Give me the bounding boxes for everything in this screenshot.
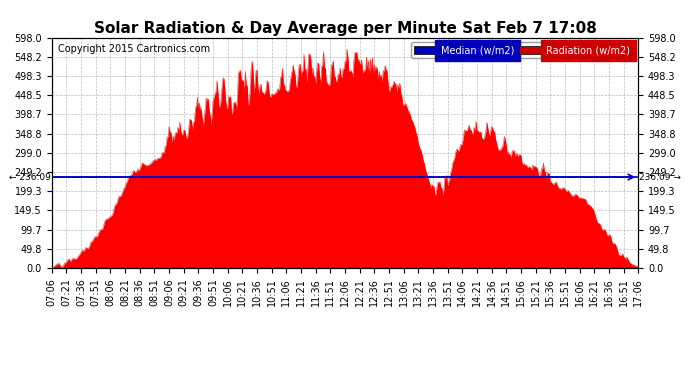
Text: Copyright 2015 Cartronics.com: Copyright 2015 Cartronics.com	[58, 44, 210, 54]
Text: 236.09 →: 236.09 →	[639, 172, 681, 182]
Legend: Median (w/m2), Radiation (w/m2): Median (w/m2), Radiation (w/m2)	[411, 42, 633, 58]
Title: Solar Radiation & Day Average per Minute Sat Feb 7 17:08: Solar Radiation & Day Average per Minute…	[94, 21, 596, 36]
Text: ← 236.09: ← 236.09	[9, 172, 51, 182]
